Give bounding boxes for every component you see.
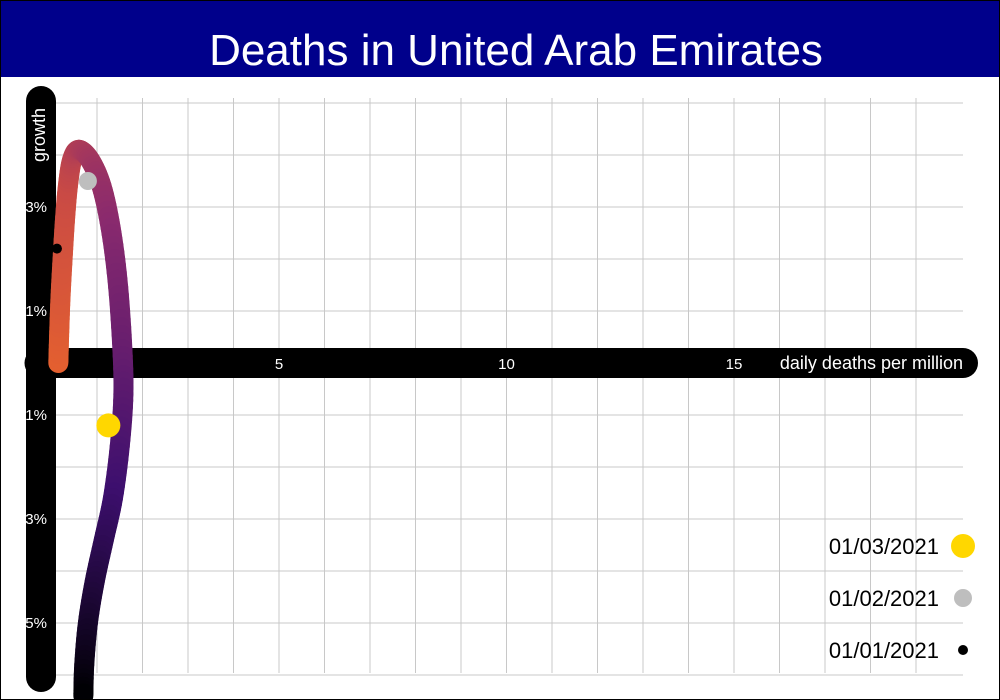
x-tick-label: 5 xyxy=(275,356,283,373)
grid xyxy=(41,98,963,676)
date-marker xyxy=(96,413,121,438)
date-marker xyxy=(78,172,97,190)
x-axis-title: daily deaths per million xyxy=(780,353,963,373)
y-axis-title: growth xyxy=(29,108,49,162)
y-tick-label: -1% xyxy=(20,407,47,424)
legend-label: 01/01/2021 xyxy=(829,638,939,663)
y-tick-label: 1% xyxy=(25,303,47,320)
legend-label: 01/03/2021 xyxy=(829,534,939,559)
series-line xyxy=(48,139,134,699)
x-tick-label: 10 xyxy=(498,356,515,373)
legend-marker xyxy=(954,589,972,607)
chart-title: Deaths in United Arab Emirates xyxy=(209,26,823,75)
y-tick-label: 3% xyxy=(25,199,47,216)
y-tick-label: -3% xyxy=(20,511,47,528)
y-tick-label: -5% xyxy=(20,615,47,632)
date-marker xyxy=(51,243,62,254)
x-tick-label: 15 xyxy=(726,356,743,373)
legend-marker xyxy=(951,534,975,558)
legend-label: 01/02/2021 xyxy=(829,586,939,611)
title-bar: Deaths in United Arab Emirates xyxy=(1,1,999,77)
legend-marker xyxy=(958,645,968,655)
